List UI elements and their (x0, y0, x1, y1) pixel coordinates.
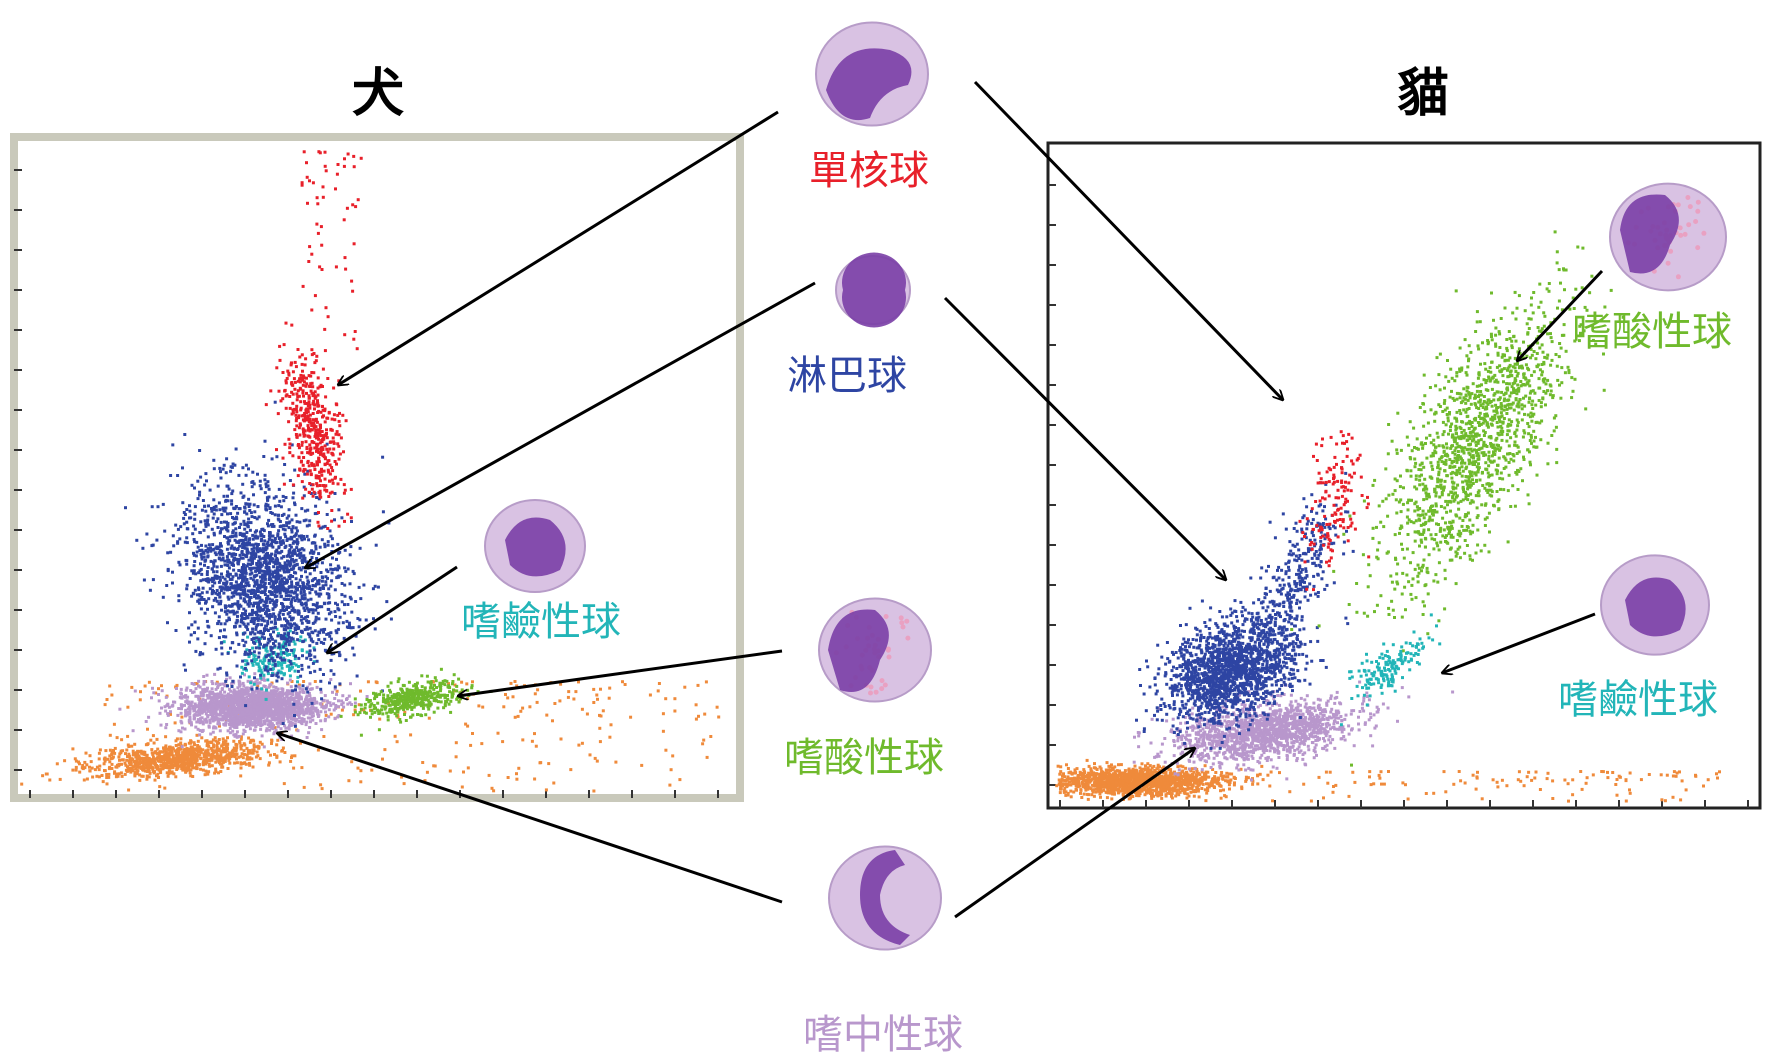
cat-debris-cluster (1055, 758, 1273, 803)
cat-basophil-cluster (1339, 613, 1442, 727)
arrow-neutrophil-dog (277, 733, 783, 904)
dog-axis-ticks (14, 169, 719, 798)
dog-basophil-cluster (222, 627, 316, 701)
dog-monocyte-sparse (300, 150, 363, 365)
cat-axis-ticks (1048, 184, 1749, 808)
monocyte-cell-icon (815, 21, 929, 127)
basophil-cell-icon-cat (1600, 554, 1710, 656)
dog-monocyte-cluster (264, 321, 353, 530)
arrows (277, 80, 1604, 919)
cat-title: 貓 (1397, 64, 1450, 124)
dog-title: 犬 (352, 64, 405, 124)
lymphocyte-label: 淋巴球 (787, 353, 907, 399)
dog-eosinophil-cluster (339, 667, 493, 737)
arrow-neutrophil-cat (954, 748, 1195, 919)
cat-monocyte-cluster (1298, 430, 1371, 592)
dog-scattergram (10, 133, 744, 802)
monocyte-label: 單核球 (809, 148, 929, 194)
arrow-monocyte-dog (338, 110, 779, 385)
dog-lymphocyte-cluster (124, 400, 393, 728)
arrow-lymphocyte-dog (305, 281, 816, 568)
dog-neutrophil-cluster (118, 671, 369, 749)
dog-plot-area (10, 133, 744, 802)
arrow-eosinophil-dog (458, 649, 783, 696)
arrow-basophil-cat (1442, 612, 1596, 673)
cat-scatter-points (1055, 230, 1721, 803)
arrow-monocyte-cat (973, 80, 1283, 400)
eosinophil-cell-icon-center (818, 597, 932, 703)
arrow-basophil-dog (327, 565, 458, 653)
basophil-cat-label: 嗜鹼性球 (1558, 677, 1718, 723)
neutrophil-cell-icon (828, 845, 942, 951)
basophil-cell-icon-dog (484, 499, 586, 593)
arrow-lymphocyte-cat (943, 296, 1226, 580)
dog-debris-cluster (20, 726, 320, 789)
arrow-eosinophil-cat (1517, 269, 1604, 361)
dog-scatter-points (20, 150, 721, 793)
cat-eosinophil-cluster (1290, 230, 1626, 767)
neutrophil-label: 嗜中性球 (803, 1012, 963, 1058)
lymphocyte-cell-icon (835, 252, 911, 328)
basophil-dog-label: 嗜鹼性球 (461, 599, 621, 645)
cat-lymphocyte-cluster (1135, 591, 1350, 750)
eosinophil-cell-icon-cat (1609, 182, 1727, 292)
eosinophil-center-label: 嗜酸性球 (784, 735, 944, 781)
eosinophil-cat-label: 嗜酸性球 (1572, 309, 1732, 355)
